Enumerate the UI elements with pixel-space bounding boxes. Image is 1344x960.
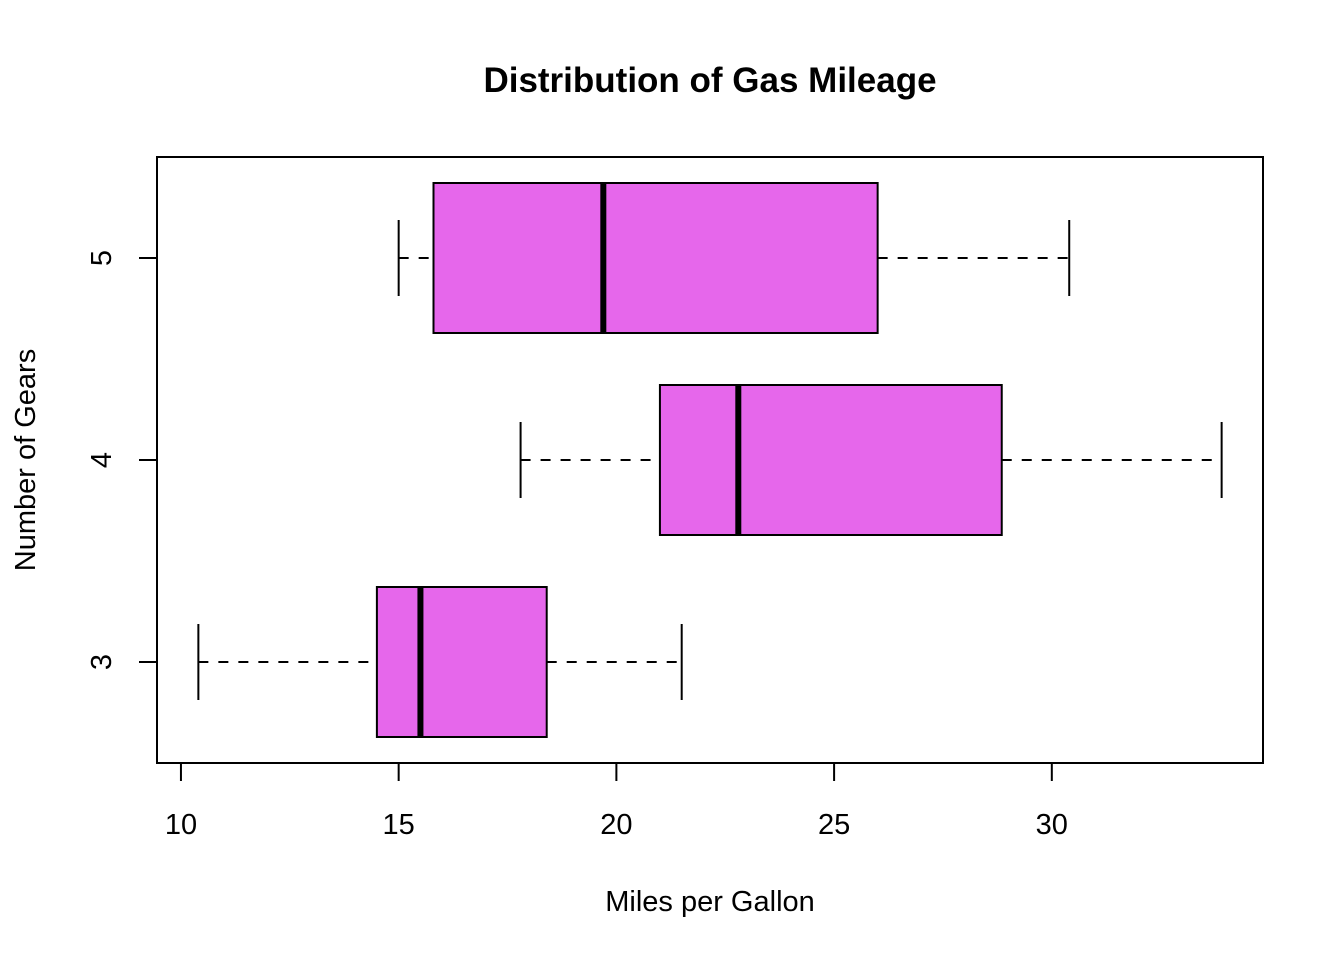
axes-group: 10 15 20 25 30 3 4 5	[86, 156, 1264, 841]
box-group-gear-4	[519, 384, 1223, 536]
x-tick-label: 30	[1036, 809, 1068, 841]
chart-title: Distribution of Gas Mileage	[483, 61, 936, 100]
x-tick-label: 20	[600, 809, 632, 841]
box-iqr	[375, 586, 548, 738]
x-axis-label: Miles per Gallon	[605, 886, 815, 918]
y-tick-label: 4	[86, 452, 118, 468]
x-tick-label: 10	[165, 809, 197, 841]
box-group-gear-5	[397, 182, 1071, 334]
y-axis-label: Number of Gears	[10, 349, 42, 571]
plot-area	[197, 182, 1223, 738]
y-tick-label: 5	[86, 250, 118, 266]
x-tick-label: 15	[383, 809, 415, 841]
box-iqr	[658, 384, 1003, 536]
x-tick-label: 25	[818, 809, 850, 841]
box-group-gear-3	[197, 586, 683, 738]
y-tick-label: 3	[86, 654, 118, 670]
box-iqr	[432, 182, 879, 334]
chart-title-group: Distribution of Gas Mileage	[483, 61, 936, 100]
axis-labels-group: Miles per Gallon Number of Gears	[10, 349, 815, 918]
